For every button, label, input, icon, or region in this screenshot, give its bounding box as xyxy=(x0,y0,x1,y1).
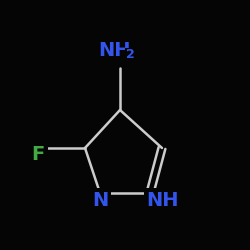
Text: NH: NH xyxy=(98,40,130,60)
Text: 2: 2 xyxy=(126,48,134,62)
Text: N: N xyxy=(92,190,108,210)
Text: NH: NH xyxy=(147,190,179,210)
Text: F: F xyxy=(32,146,44,165)
